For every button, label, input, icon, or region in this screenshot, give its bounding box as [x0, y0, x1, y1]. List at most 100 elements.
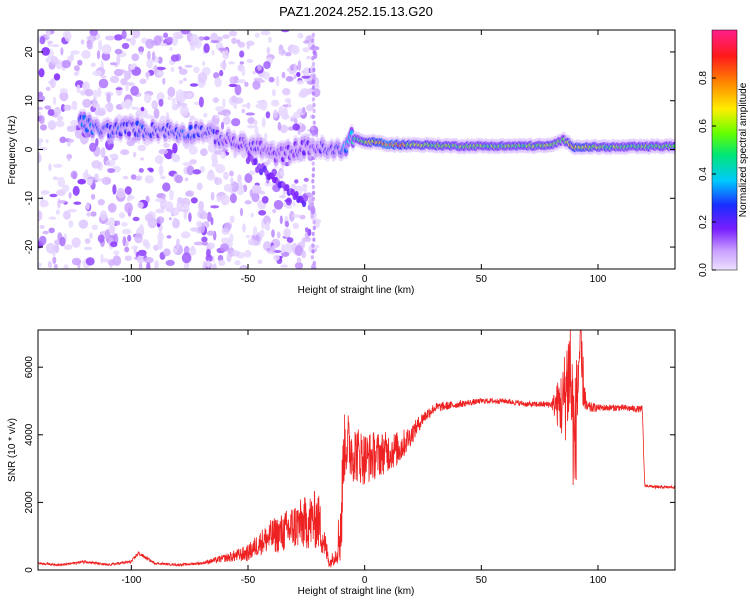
noise-blob [145, 71, 151, 78]
snr-x-tick-label: -100 [121, 575, 141, 586]
noise-blob [98, 39, 103, 51]
noise-blob [53, 73, 61, 81]
noise-blob [186, 165, 195, 176]
noise-blob [248, 170, 256, 175]
ridge-core [188, 124, 193, 131]
noise-blob [126, 38, 131, 42]
noise-blob [138, 224, 144, 235]
streak-blob [311, 32, 315, 38]
noise-blob [67, 153, 71, 162]
noise-blob [172, 143, 178, 154]
noise-blob [77, 178, 86, 185]
noise-blob [124, 246, 130, 253]
noise-blob [97, 199, 105, 206]
noise-blob [68, 220, 74, 228]
noise-blob [278, 49, 287, 56]
streak-blob [311, 179, 315, 184]
spectrogram-x-axis-label: Height of straight line (km) [298, 285, 415, 296]
noise-blob [116, 187, 126, 199]
noise-blob [145, 38, 155, 49]
ridge-branch [303, 194, 309, 202]
noise-blob [303, 177, 309, 182]
ridge-branch [301, 200, 307, 208]
noise-blob [203, 112, 208, 118]
noise-blob [251, 192, 260, 203]
noise-blob [165, 259, 175, 266]
streak-blob [310, 126, 315, 131]
noise-blob [222, 116, 231, 125]
noise-blob [203, 36, 210, 41]
noise-blob [121, 228, 132, 235]
noise-blob [306, 55, 311, 60]
noise-blob [47, 120, 57, 131]
noise-blob [239, 61, 244, 65]
noise-blob [217, 36, 223, 42]
noise-blob [132, 30, 141, 39]
noise-blob [167, 95, 172, 101]
spectrogram-x-tick-label: 0 [362, 274, 368, 285]
noise-blob [302, 67, 310, 76]
noise-blob [92, 89, 98, 100]
noise-blob [169, 189, 174, 201]
noise-blob [228, 30, 238, 37]
snr-y-tick-label: 6000 [24, 356, 35, 379]
noise-blob [61, 60, 71, 69]
noise-blob [188, 145, 198, 155]
streak-blob [311, 61, 316, 67]
noise-blob [153, 35, 162, 46]
noise-blob [124, 186, 132, 195]
noise-blob [241, 266, 246, 269]
colorbar-tick-label: 0.6 [698, 119, 709, 133]
streak-blob [312, 132, 316, 137]
noise-blob [130, 37, 136, 46]
noise-blob [91, 160, 102, 169]
noise-blob [47, 109, 55, 116]
noise-blob [82, 98, 92, 108]
noise-blob [38, 152, 41, 163]
noise-blob [251, 184, 262, 194]
noise-blob [153, 108, 160, 119]
noise-blob [52, 176, 59, 181]
noise-blob [222, 34, 230, 39]
snr-x-axis-label: Height of straight line (km) [298, 586, 415, 597]
noise-blob [131, 53, 140, 62]
noise-blob [266, 221, 270, 230]
noise-blob [38, 111, 42, 117]
noise-blob [144, 213, 154, 222]
noise-blob [268, 36, 272, 43]
noise-blob [154, 155, 164, 164]
colorbar-tick-label: 0.2 [698, 215, 709, 229]
noise-blob [156, 216, 165, 224]
noise-blob [166, 36, 173, 43]
noise-blob [213, 72, 220, 79]
noise-blob [73, 65, 80, 72]
noise-blob [230, 181, 239, 192]
noise-blob [147, 50, 151, 61]
noise-blob [307, 204, 312, 211]
snr-panel: -100 -50 0 50 100 0 2000 4000 6000 Height of st… [7, 329, 676, 597]
noise-blob [100, 253, 104, 264]
noise-blob [281, 113, 290, 120]
noise-blob [178, 208, 189, 213]
snr-x-tick-label: 0 [362, 575, 368, 586]
noise-blob [99, 210, 108, 221]
noise-blob [85, 257, 95, 266]
spectrogram-x-tick-label: -100 [121, 274, 141, 285]
noise-blob [280, 170, 285, 176]
noise-blob [148, 168, 154, 173]
noise-blob [201, 236, 208, 243]
noise-blob [52, 256, 57, 264]
noise-blob [87, 178, 93, 186]
noise-blob [68, 192, 72, 199]
noise-blob [39, 36, 46, 45]
noise-blob [86, 212, 92, 217]
noise-blob [234, 84, 242, 96]
noise-blob [210, 217, 214, 226]
noise-blob [38, 147, 48, 151]
noise-blob [171, 104, 179, 111]
noise-blob [151, 100, 158, 110]
noise-blob [57, 198, 61, 209]
noise-blob [264, 181, 272, 187]
noise-blob [239, 207, 244, 217]
